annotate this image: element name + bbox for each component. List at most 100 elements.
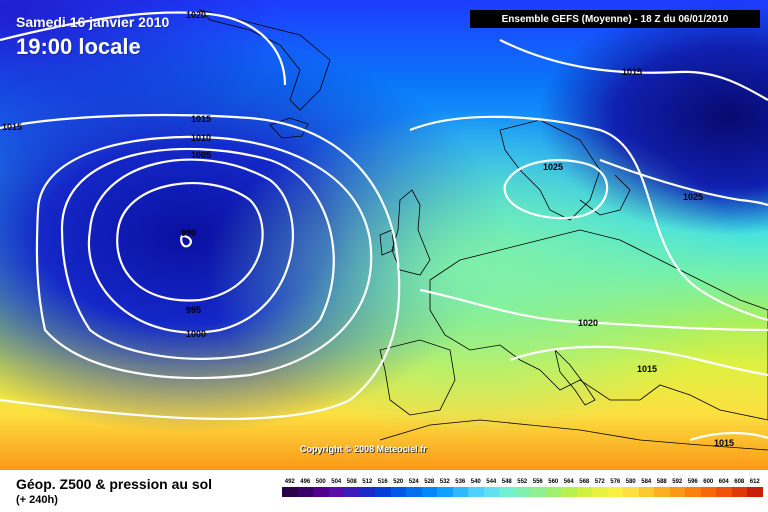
legend-swatch [282,487,298,497]
legend-swatch [437,487,453,497]
legend-step: 544 [483,478,499,497]
isobar-label: 1015 [714,438,734,448]
legend-tick-label: 492 [284,479,295,485]
forecast-date: Samedi 16 janvier 2010 [16,14,170,30]
legend-swatch [654,487,670,497]
isobar-label: 1015 [2,122,22,132]
legend-swatch [468,487,484,497]
legend-step: 524 [406,478,422,497]
legend-tick-label: 584 [641,479,652,485]
legend-step: 504 [328,478,344,497]
legend-tick-label: 560 [548,479,559,485]
legend-step: 540 [468,478,484,497]
legend-swatch [313,487,329,497]
isobar-1010 [35,135,373,380]
legend-tick-label: 612 [749,479,760,485]
legend-tick-label: 508 [346,479,357,485]
legend-swatch [514,487,530,497]
isobar-1025-east [599,158,768,207]
legend-swatch [607,487,623,497]
legend-step: 564 [561,478,577,497]
legend-step: 572 [592,478,608,497]
isobar-label: 1020 [578,318,598,328]
legend-tick-label: 512 [362,479,373,485]
legend-step: 612 [747,478,763,497]
legend-tick-label: 516 [377,479,388,485]
copyright-text: Copyright © 2008 Meteociel.fr [300,444,427,454]
legend-step: 600 [700,478,716,497]
legend-step: 492 [282,478,298,497]
legend-swatch [592,487,608,497]
legend-tick-label: 496 [300,479,311,485]
legend-tick-label: 588 [656,479,667,485]
legend-swatch [731,487,747,497]
legend-step: 552 [514,478,530,497]
legend-step: 548 [499,478,515,497]
isobar-label: 1010 [191,133,211,143]
legend-swatch [669,487,685,497]
isobar-label: 1015 [637,364,657,374]
weather-map: 1020 1015 1015 1010 1005 990 995 1000 10… [0,0,768,470]
isobar-1020-north [0,11,287,86]
legend-swatch [576,487,592,497]
legend-swatch [685,487,701,497]
legend-tick-label: 548 [501,479,512,485]
isobar-label: 1015 [622,67,642,77]
legend-swatch [452,487,468,497]
isobar-1015-south [509,345,768,377]
legend-swatch [700,487,716,497]
legend-swatch [483,487,499,497]
legend-step: 496 [297,478,313,497]
legend-step: 608 [731,478,747,497]
continental-europe-coast [429,229,768,421]
legend-tick-label: 500 [315,479,326,485]
isobar-label: 1000 [186,329,206,339]
isobar-1015-northeast [499,39,768,101]
forecast-lead-time: (+ 240h) [16,494,58,506]
legend-tick-label: 540 [470,479,481,485]
legend-tick-label: 520 [393,479,404,485]
legend-swatch [638,487,654,497]
isobars [0,11,768,442]
legend-tick-label: 596 [687,479,698,485]
legend-tick-label: 524 [408,479,419,485]
legend-tick-label: 580 [625,479,636,485]
legend-tick-label: 608 [734,479,745,485]
legend-tick-label: 536 [455,479,466,485]
legend-step: 512 [359,478,375,497]
legend-step: 576 [607,478,623,497]
isobar-label: 990 [181,228,196,238]
forecast-time: 19:00 locale [16,34,141,59]
legend-step: 588 [654,478,670,497]
legend-step: 604 [716,478,732,497]
isobar-1000 [87,158,294,334]
model-run-info: Ensemble GEFS (Moyenne) - 18 Z du 06/01/… [470,10,760,28]
legend-tick-label: 604 [718,479,729,485]
legend-swatch [328,487,344,497]
greenland-coast [198,9,331,111]
legend-step: 532 [437,478,453,497]
legend-swatch [344,487,360,497]
legend-step: 508 [344,478,360,497]
italy-coast [554,348,596,406]
color-scale-legend: 492 496 500 504 508 512 516 520 524 528 532 536 540 5… [282,478,763,497]
isobar-1020-central [409,115,768,322]
legend-step: 516 [375,478,391,497]
legend-tick-label: 532 [439,479,450,485]
legend-tick-label: 576 [610,479,621,485]
legend-tick-label: 556 [532,479,543,485]
isobar-1015-west [0,113,401,420]
scandinavia-coast [499,119,601,221]
legend-swatch [406,487,422,497]
legend-swatch [421,487,437,497]
isobar-1025-scandinavia [503,159,609,220]
isobar-990 [180,234,192,248]
legend-step: 536 [452,478,468,497]
legend-swatch [623,487,639,497]
legend-swatch [530,487,546,497]
isobar-label: 1020 [186,10,206,20]
legend-swatch [390,487,406,497]
iberia-coast [379,339,456,416]
legend-swatch [716,487,732,497]
legend-swatch [499,487,515,497]
